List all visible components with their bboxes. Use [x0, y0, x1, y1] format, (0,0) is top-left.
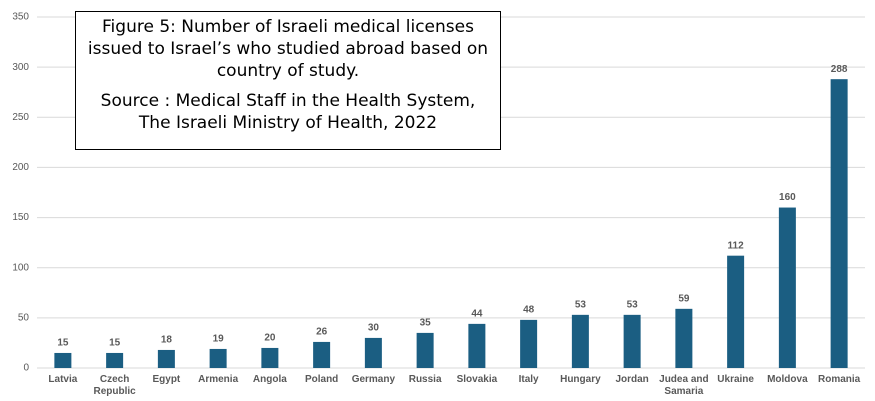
y-tick-label: 150: [12, 212, 29, 223]
x-tick-label: Italy: [518, 374, 539, 385]
y-tick-label: 350: [12, 12, 29, 23]
y-tick-label: 250: [12, 112, 29, 123]
data-label: 30: [368, 323, 380, 334]
data-label: 53: [575, 299, 587, 310]
y-tick-label: 0: [23, 363, 29, 374]
x-tick-label: Romania: [818, 374, 861, 385]
data-label: 15: [109, 338, 121, 349]
x-tick-label: Armenia: [198, 374, 239, 385]
x-tick-label: Latvia: [48, 374, 78, 385]
data-label: 15: [57, 338, 69, 349]
bar: [830, 79, 848, 369]
bar: [778, 207, 796, 368]
data-label: 19: [213, 334, 225, 345]
title-box: Figure 5: Number of Israeli medical lice…: [75, 11, 501, 150]
x-tick-label: Ukraine: [717, 374, 754, 385]
bar: [209, 348, 227, 368]
bar: [571, 314, 589, 368]
x-tick-label: Russia: [408, 374, 442, 385]
data-label: 20: [264, 333, 276, 344]
bar: [157, 349, 175, 368]
bar: [106, 352, 124, 368]
y-tick-label: 100: [12, 262, 29, 273]
chart-subtitle: Source : Medical Staff in the Health Sys…: [100, 91, 476, 133]
bar: [261, 347, 279, 368]
x-tick-label: Judea and Samaria: [659, 374, 709, 397]
chart-title: Figure 5: Number of Israeli medical lice…: [87, 17, 489, 81]
data-label: 18: [161, 335, 173, 346]
y-tick-label: 300: [12, 62, 29, 73]
data-label: 26: [316, 327, 328, 338]
x-tick-label: Slovakia: [456, 374, 498, 385]
data-label: 48: [523, 305, 535, 316]
y-tick-label: 50: [18, 312, 30, 323]
data-label: 112: [728, 240, 745, 251]
x-tick-label: Egypt: [152, 374, 181, 385]
data-label: 44: [471, 309, 483, 320]
data-label: 288: [831, 64, 848, 75]
bar: [623, 314, 641, 368]
x-tick-label: Germany: [351, 374, 396, 385]
x-tick-label: Poland: [304, 374, 339, 385]
y-tick-label: 200: [12, 162, 29, 173]
bar: [727, 255, 745, 368]
bar: [364, 337, 382, 368]
data-label: 53: [627, 299, 639, 310]
x-tick-label: Czech Republic: [93, 374, 136, 397]
bar: [313, 341, 331, 368]
bar: [468, 323, 486, 368]
x-tick-label: Jordan: [615, 374, 649, 385]
data-label: 35: [420, 318, 432, 329]
x-tick-label: Hungary: [560, 374, 601, 385]
x-tick-label: Angola: [252, 374, 287, 385]
x-tick-label: Moldova: [767, 374, 808, 385]
bar: [416, 332, 434, 368]
bar: [520, 319, 538, 368]
data-label: 160: [779, 192, 796, 203]
bar: [54, 352, 72, 368]
data-label: 59: [678, 293, 690, 304]
bar: [675, 308, 693, 368]
